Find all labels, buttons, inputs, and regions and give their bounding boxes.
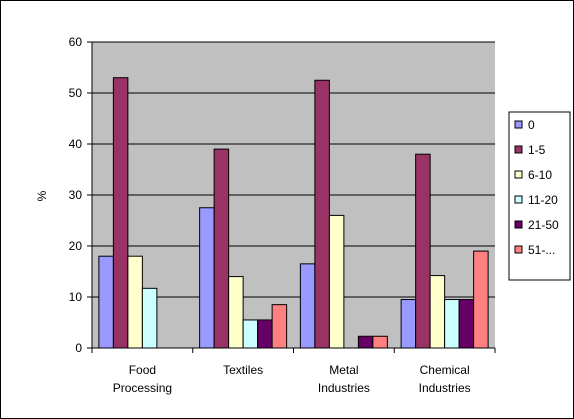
x-category-label: Chemical Industries — [419, 363, 471, 395]
x-category-label: Textiles — [223, 363, 263, 377]
y-tick-label: 10 — [69, 290, 83, 304]
y-tick-label: 30 — [69, 188, 83, 202]
bar-1-5-3 — [416, 154, 431, 348]
bar-1-5-1 — [214, 149, 229, 348]
legend-label: 6-10 — [528, 168, 552, 182]
bar-21-50-2 — [358, 336, 373, 348]
bar-21-50-1 — [258, 320, 273, 348]
y-tick-label: 60 — [69, 35, 83, 49]
bar-11-20-3 — [445, 300, 460, 348]
bar-1-5-2 — [315, 80, 330, 348]
bar-11-20-1 — [243, 320, 258, 348]
y-tick-label: 0 — [75, 341, 82, 355]
bar-51--1 — [272, 305, 287, 348]
bar-51--3 — [474, 251, 489, 348]
bar-21-50-3 — [459, 300, 474, 348]
legend-swatch — [515, 246, 522, 253]
x-category-label: Food Processing — [113, 363, 172, 395]
legend-swatch — [515, 171, 522, 178]
bar-0-1 — [200, 208, 215, 348]
bar-0-3 — [401, 300, 416, 348]
bar-0-2 — [300, 264, 315, 348]
bar-6-10-3 — [430, 276, 445, 348]
legend: 0 1-5 6-10 11-20 21-50 51-... — [509, 112, 570, 280]
legend-swatch — [515, 196, 522, 203]
bar-6-10-0 — [128, 256, 143, 348]
bar-0-0 — [99, 256, 114, 348]
y-tick-label: 40 — [69, 137, 83, 151]
y-tick-labels: 0 10 20 30 40 50 60 — [69, 35, 83, 355]
x-category-labels: Food Processing Textiles Metal Industries Che… — [113, 363, 471, 395]
x-category-label: Metal Industries — [318, 363, 370, 395]
legend-swatch — [515, 121, 522, 128]
legend-label: 11-20 — [528, 193, 558, 207]
legend-swatch — [515, 146, 522, 153]
legend-swatch — [515, 221, 522, 228]
bar-1-5-0 — [113, 78, 128, 348]
bar-51--2 — [373, 336, 388, 348]
legend-label: 0 — [528, 118, 535, 132]
legend-label: 21-50 — [528, 218, 559, 232]
bar-6-10-1 — [229, 277, 244, 348]
legend-label: 51-... — [528, 243, 555, 257]
y-tick-label: 50 — [69, 86, 83, 100]
bar-11-20-0 — [142, 288, 157, 348]
legend-label: 1-5 — [528, 143, 546, 157]
y-tick-label: 20 — [69, 239, 83, 253]
bar-6-10-2 — [329, 215, 344, 348]
y-axis-label: % — [35, 190, 49, 201]
